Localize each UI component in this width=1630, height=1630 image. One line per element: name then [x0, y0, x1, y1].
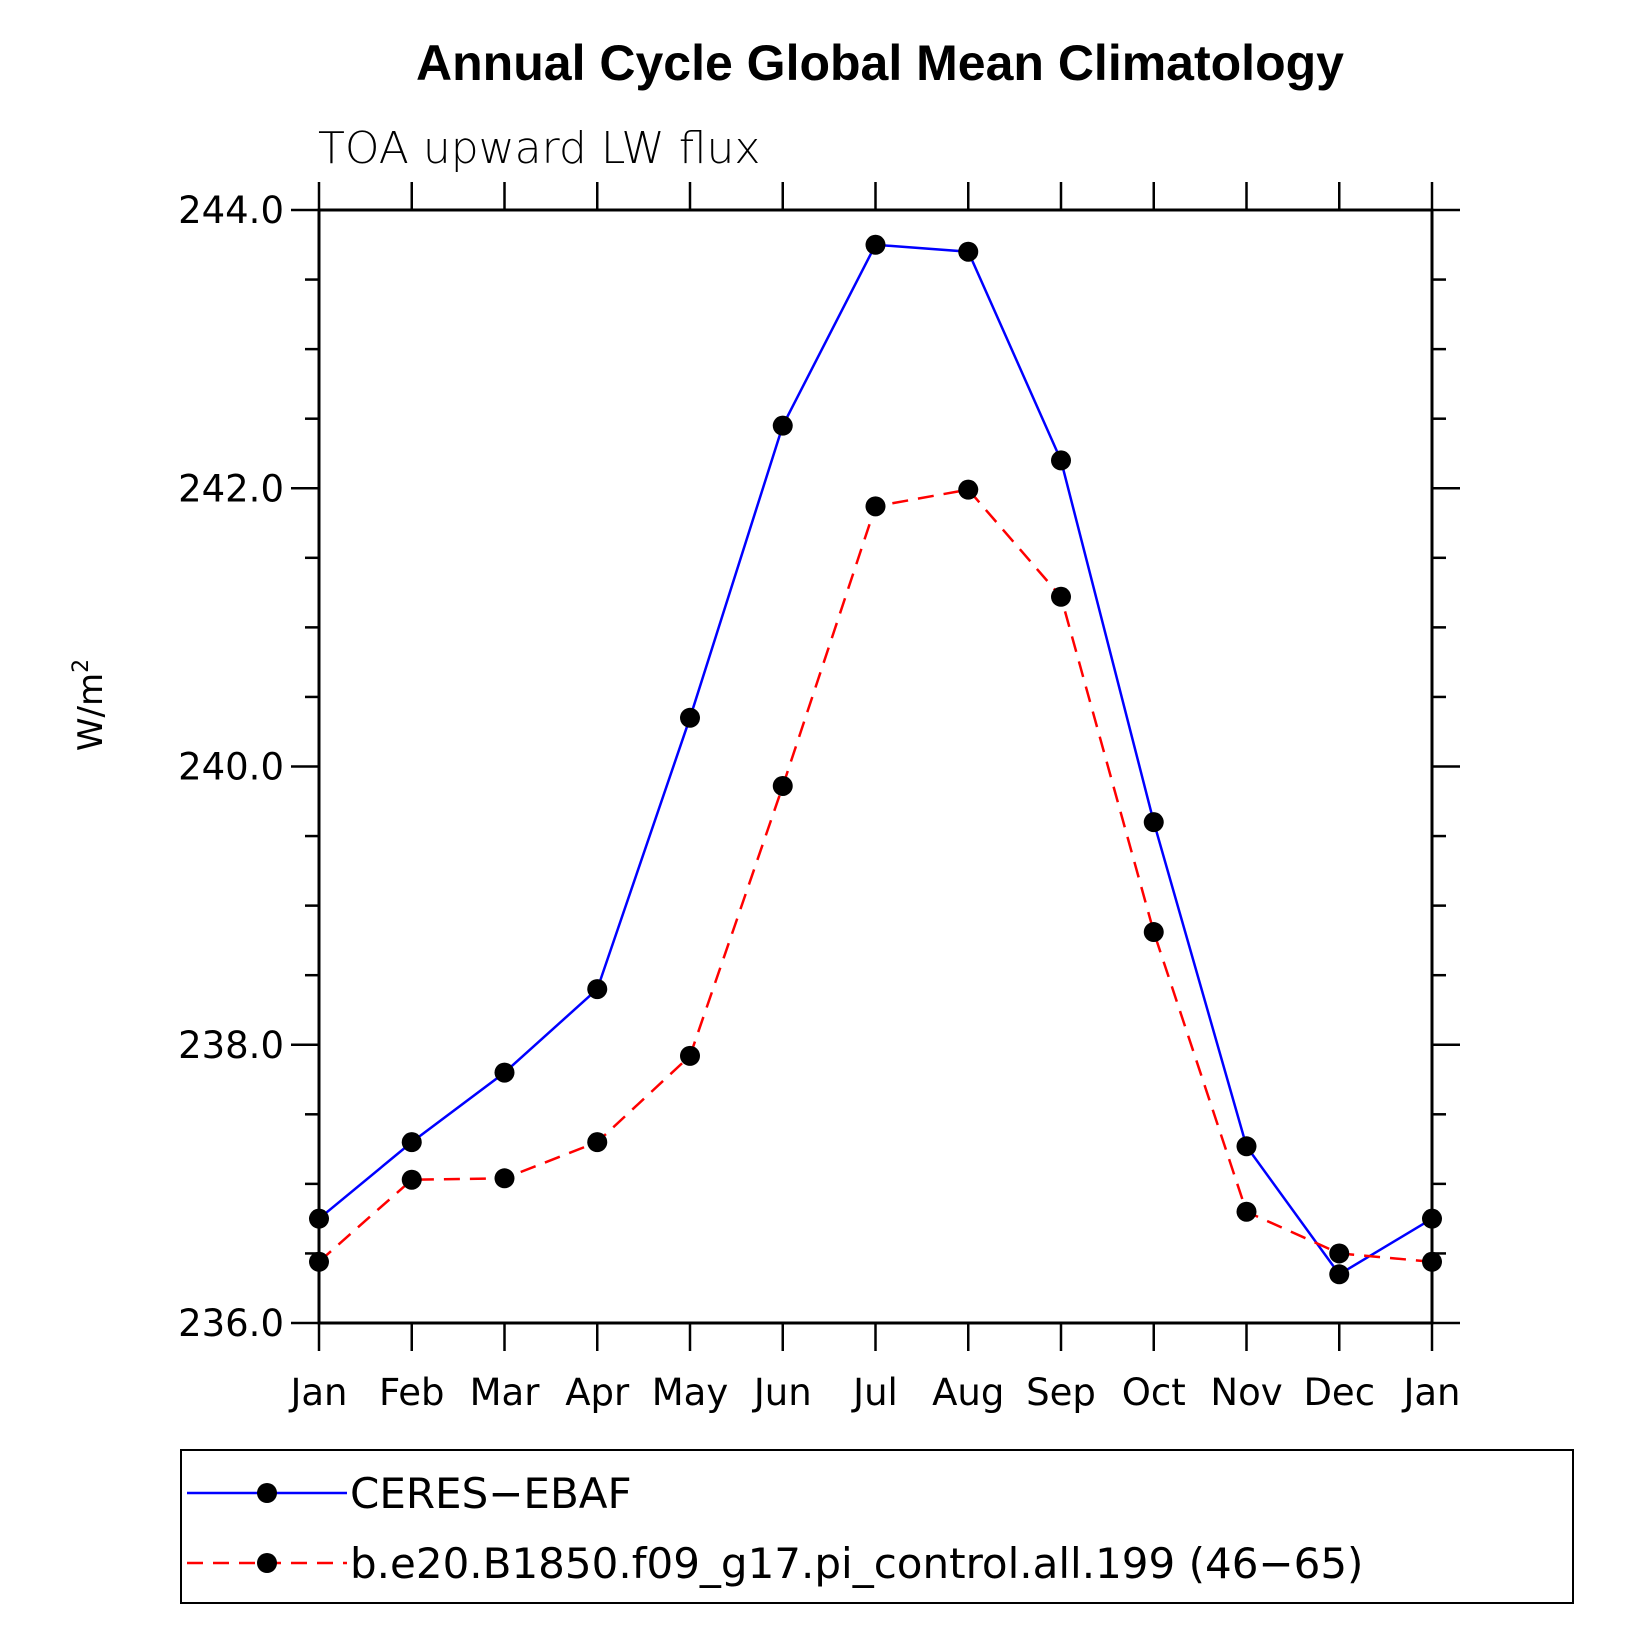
x-tick-label: Nov — [1210, 1371, 1282, 1414]
y-tick-label: 240.0 — [178, 746, 284, 789]
data-point — [865, 496, 886, 517]
x-tick-label: Feb — [379, 1371, 445, 1414]
x-tick-label: Mar — [470, 1371, 541, 1414]
data-point — [772, 415, 793, 436]
data-point — [401, 1132, 422, 1153]
x-tick-label: Aug — [932, 1371, 1004, 1414]
chart-title: Annual Cycle Global Mean Climatology — [416, 35, 1344, 91]
y-axis: 236.0 238.0 240.0 242.0 244.0 — [178, 189, 1460, 1345]
data-point — [494, 1062, 515, 1083]
x-tick-label: Jul — [851, 1371, 898, 1414]
legend-label-model: b.e20.B1850.f09_g17.pi_control.all.199 (… — [350, 1539, 1363, 1588]
series-layer — [309, 234, 1442, 1285]
legend-label-ceres: CERES−EBAF — [350, 1469, 632, 1518]
legend: CERES−EBAF b.e20.B1850.f09_g17.pi_contro… — [180, 1449, 1574, 1604]
y-axis-title-superscript: 2 — [69, 659, 94, 673]
data-point — [772, 775, 793, 796]
legend-marker-ceres — [257, 1483, 277, 1503]
data-point — [1051, 586, 1071, 607]
data-point — [1236, 1136, 1257, 1157]
plot-frame — [317, 208, 1434, 1325]
x-tick-label: Oct — [1122, 1371, 1186, 1414]
data-point — [309, 1251, 329, 1272]
y-tick-label: 238.0 — [178, 1024, 284, 1067]
x-tick-label: Sep — [1026, 1371, 1096, 1414]
y-axis-title: W/m2 — [69, 659, 111, 751]
data-point — [1236, 1201, 1257, 1222]
series-0 — [309, 234, 1442, 1285]
x-tick-label: Jan — [1401, 1371, 1460, 1414]
data-point — [587, 979, 608, 1000]
series-1 — [309, 479, 1442, 1272]
x-tick-label: Jun — [752, 1371, 812, 1414]
data-point — [1422, 1208, 1442, 1229]
series-line — [318, 243, 1433, 1276]
y-tick-label: 244.0 — [178, 189, 284, 232]
x-tick-label: May — [652, 1371, 729, 1414]
data-point — [1143, 922, 1164, 943]
data-point — [1143, 812, 1164, 833]
x-tick-label: Apr — [565, 1371, 630, 1414]
series-line — [318, 488, 1433, 1264]
data-point — [680, 707, 700, 728]
data-point — [494, 1168, 515, 1189]
x-tick-label: Jan — [288, 1371, 347, 1414]
data-point — [401, 1169, 422, 1190]
data-point — [309, 1208, 329, 1229]
y-tick-label: 242.0 — [178, 467, 284, 510]
data-point — [1422, 1251, 1442, 1272]
chart-subtitle: TOA upward LW flux — [318, 123, 760, 174]
data-point — [865, 234, 886, 255]
data-point — [958, 241, 979, 262]
legend-marker-model — [257, 1553, 277, 1573]
x-axis: Jan Feb Mar Apr May Jun Jul Aug Sep Oct Nov Dec Jan — [288, 182, 1461, 1414]
data-point — [587, 1132, 608, 1153]
data-point — [680, 1045, 700, 1066]
data-point — [1329, 1243, 1350, 1264]
y-axis-title-text: W/m — [71, 673, 111, 751]
legend-box — [180, 1449, 1574, 1604]
data-point — [958, 479, 979, 500]
svg-text:W/m2: W/m2 — [69, 659, 111, 751]
x-tick-label: Dec — [1303, 1371, 1375, 1414]
y-tick-label: 236.0 — [178, 1302, 284, 1345]
data-point — [1329, 1264, 1350, 1285]
data-point — [1051, 450, 1071, 471]
plot-border — [317, 208, 1434, 1325]
